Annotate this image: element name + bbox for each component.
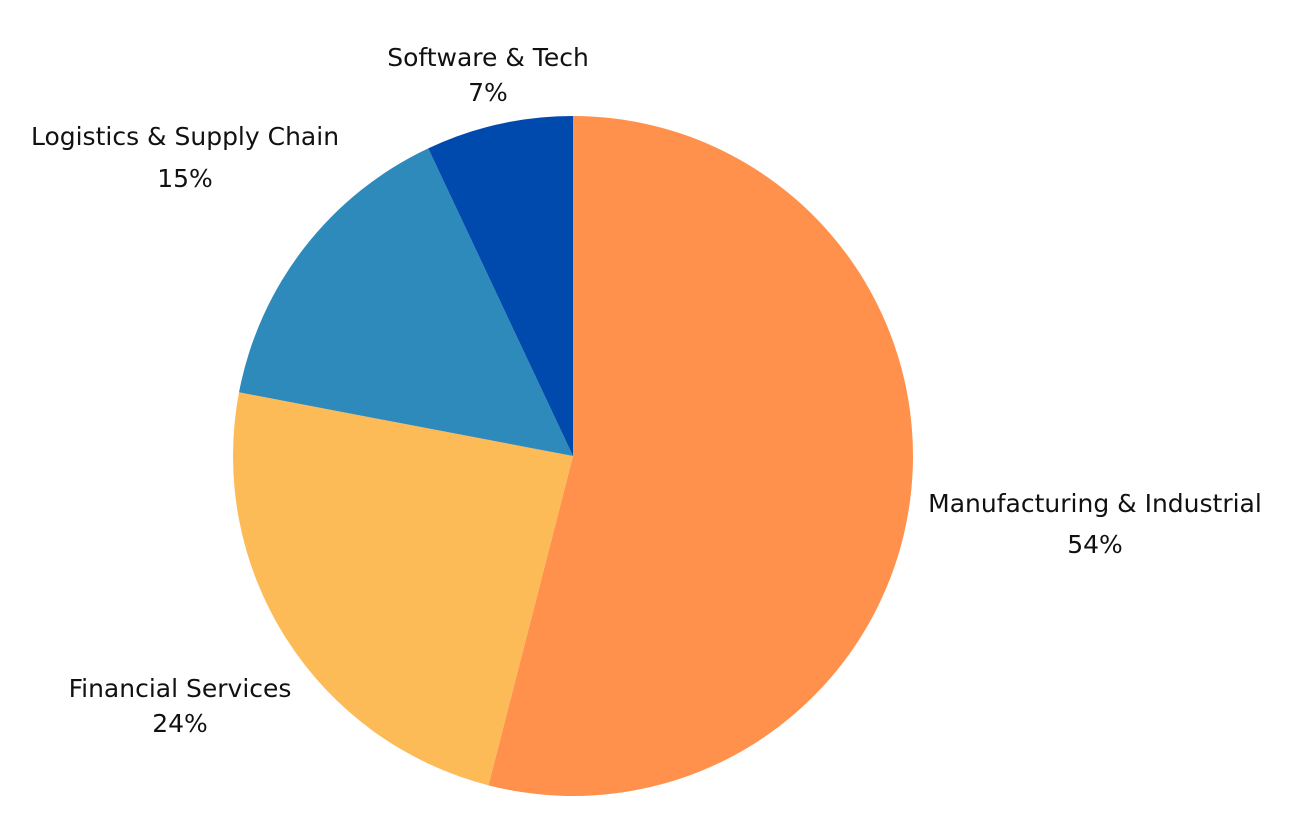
slice-label-software-and-tech: Software & Tech	[387, 43, 589, 72]
pie-slice-manufacturing-and-industrial	[488, 116, 913, 796]
pie-slice-financial-services	[232, 392, 573, 786]
pie-slice-logistics-and-supply-chain	[239, 148, 573, 457]
slice-label-logistics-and-supply-chain: Logistics & Supply Chain	[31, 122, 339, 151]
pie-slices	[232, 116, 913, 796]
slice-label-manufacturing-and-industrial: Manufacturing & Industrial	[928, 489, 1262, 518]
slice-value-financial-services: 24%	[152, 709, 208, 738]
slice-label-financial-services: Financial Services	[69, 674, 292, 703]
pie-labels: Manufacturing & Industrial 54% Financial S…	[31, 43, 1262, 738]
slice-value-logistics-and-supply-chain: 15%	[157, 164, 213, 193]
slice-value-software-and-tech: 7%	[468, 78, 508, 107]
pie-slice-software-and-tech	[428, 116, 573, 456]
slice-value-manufacturing-and-industrial: 54%	[1067, 530, 1123, 559]
